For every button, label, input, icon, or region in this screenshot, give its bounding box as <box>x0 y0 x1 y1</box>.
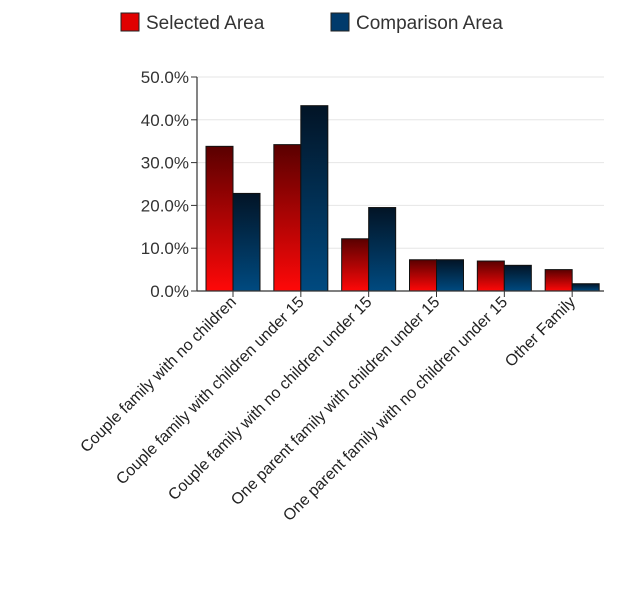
bars <box>205 105 600 292</box>
y-tick-label: 0.0% <box>150 282 189 301</box>
legend-item-comparison-area[interactable]: Comparison Area <box>330 12 503 34</box>
axes <box>196 77 604 297</box>
bar-comparison-area[interactable] <box>436 259 464 292</box>
legend-item-selected-area[interactable]: Selected Area <box>120 12 265 34</box>
bar-selected-area[interactable] <box>341 238 370 292</box>
bar-comparison-area[interactable] <box>503 264 532 292</box>
y-axis-tick-labels: 0.0% 10.0% 20.0% 30.0% 40.0% 50.0% <box>141 68 197 301</box>
y-tick-label: 30.0% <box>141 154 189 173</box>
bar-selected-area[interactable] <box>273 144 302 292</box>
legend: Selected Area Comparison Area <box>120 12 503 34</box>
bar-selected-area[interactable] <box>544 269 573 292</box>
y-tick-label: 10.0% <box>141 239 189 258</box>
legend-label-selected-area: Selected Area <box>146 13 265 34</box>
gridlines <box>197 76 604 249</box>
y-tick-label: 50.0% <box>141 68 189 87</box>
legend-swatch-comparison-area <box>330 12 350 32</box>
legend-swatch-selected-area <box>120 12 140 32</box>
bar-comparison-area[interactable] <box>571 283 600 292</box>
bar-comparison-area[interactable] <box>368 207 397 292</box>
bar-selected-area[interactable] <box>409 259 437 292</box>
bar-comparison-area[interactable] <box>300 105 329 292</box>
y-tick-label: 20.0% <box>141 196 189 215</box>
bar-selected-area[interactable] <box>205 145 234 292</box>
legend-label-comparison-area: Comparison Area <box>356 13 503 34</box>
y-tick-label: 40.0% <box>141 111 189 130</box>
bar-comparison-area[interactable] <box>232 192 261 292</box>
x-category-label: Other Family <box>502 294 579 371</box>
bar-selected-area[interactable] <box>476 260 505 292</box>
